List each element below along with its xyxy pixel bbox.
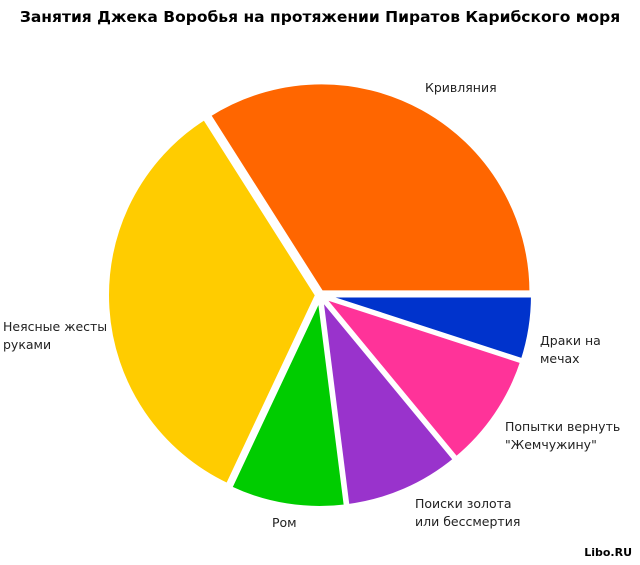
pie-slice (316, 292, 525, 462)
pie-slice (227, 290, 349, 510)
pie-slice (318, 291, 458, 509)
slice-label: Драки на мечах (540, 333, 601, 366)
slice-label: Попытки вернуть "Жемчужину" (505, 419, 621, 452)
watermark: Libo.RU (584, 546, 632, 559)
slice-label: Кривляния (425, 80, 497, 95)
pie-slice (322, 293, 535, 363)
chart-title: Занятия Джека Воробья на протяжении Пира… (19, 8, 621, 26)
pie-slice (105, 115, 320, 488)
slice-label: Неясные жесты руками (3, 319, 108, 352)
slice-label: Поиски золота или бессмертия (415, 496, 521, 529)
slice-label: Ром (272, 515, 297, 530)
pie-slice (206, 80, 534, 295)
